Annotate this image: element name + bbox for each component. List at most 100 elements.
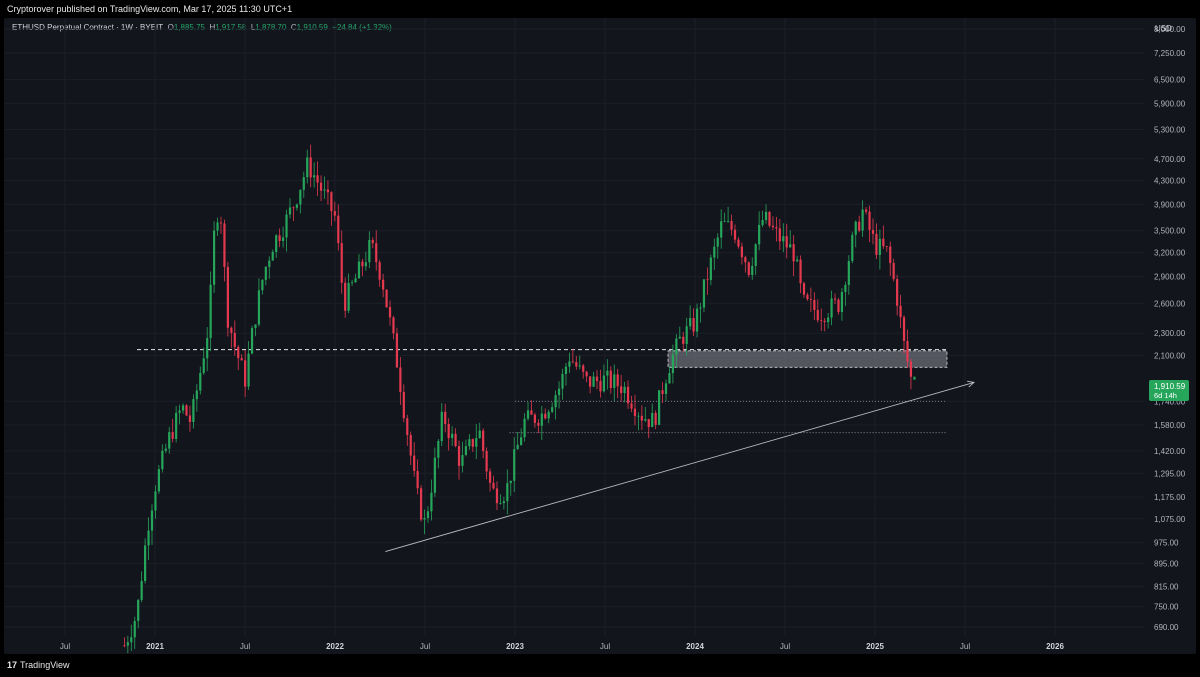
candle-body — [575, 362, 578, 367]
candle-body — [582, 365, 585, 372]
candle-body — [257, 290, 261, 325]
price-tick-label: 1,075.00 — [1154, 515, 1186, 524]
candle-body — [161, 450, 164, 470]
candle-body — [730, 220, 733, 230]
price-tick-label: 895.00 — [1154, 560, 1179, 569]
candle-body — [692, 318, 695, 332]
symbol-legend: ETHUSD Perpetual Contract · 1W · BYBIT O… — [12, 23, 392, 32]
candle-body — [212, 230, 216, 285]
candle-body — [430, 492, 433, 512]
candle-body — [140, 580, 143, 600]
candle-body — [530, 410, 533, 415]
candle-body — [785, 236, 788, 248]
candle-body — [468, 439, 471, 447]
candle-body — [275, 235, 278, 252]
price-tick-label: 4,700.00 — [1154, 155, 1186, 164]
candle-body — [854, 221, 857, 235]
candle-body — [547, 411, 550, 419]
candle-body — [809, 299, 812, 301]
candle-body — [199, 372, 202, 391]
candle-body — [747, 262, 750, 276]
candle-body — [392, 317, 395, 334]
close-value: 1,910.59 — [296, 23, 328, 32]
candle-body — [226, 266, 229, 328]
candle-body — [302, 177, 305, 190]
time-tick-label: 2022 — [326, 642, 344, 651]
currency-label[interactable]: USD — [1155, 24, 1172, 33]
candle-body — [388, 307, 392, 318]
chart-panel[interactable]: ETHUSD Perpetual Contract · 1W · BYBIT O… — [4, 18, 1196, 654]
price-chart[interactable]: 8,000.00 7,250.00 6,500.00 5,900.00 5,300.00… — [4, 18, 1196, 654]
candle-body — [202, 358, 205, 373]
candle-body — [185, 405, 188, 416]
candle-body — [488, 471, 492, 483]
trendline — [385, 381, 975, 552]
candle-body — [440, 411, 443, 442]
time-tick-label: Jul — [600, 642, 610, 651]
candle-body — [261, 279, 264, 291]
candle-body — [464, 446, 468, 455]
candle-body — [775, 227, 778, 229]
candle-body — [844, 284, 847, 292]
candle-body — [502, 501, 505, 504]
candle-body — [154, 491, 157, 511]
price-tick-label: 1,580.00 — [1154, 421, 1186, 430]
candle-body — [454, 433, 457, 447]
candle-body — [792, 244, 795, 262]
candle-body — [764, 211, 768, 221]
candle-body — [630, 403, 633, 409]
candle-body — [147, 530, 150, 546]
candle-body — [544, 413, 547, 419]
candle-body — [375, 243, 378, 263]
candle-body — [520, 437, 523, 445]
candle-body — [271, 251, 274, 261]
price-axis: 8,000.00 7,250.00 6,500.00 5,900.00 5,300.00… — [1154, 25, 1186, 632]
close-label: C — [290, 23, 297, 32]
candle-body — [133, 620, 136, 638]
last-price-tag: 1,910.59 6d 14h — [1149, 380, 1189, 401]
candle-body — [823, 320, 826, 323]
candle-body — [840, 291, 844, 312]
candle-body — [457, 446, 461, 466]
last-price-value: 1,910.59 — [1154, 382, 1186, 391]
candle-body — [733, 229, 737, 240]
candle-body — [364, 262, 367, 267]
candle-body — [554, 395, 557, 408]
candle-body — [402, 392, 405, 419]
candle-body — [568, 361, 571, 367]
candle-body — [671, 354, 675, 374]
time-tick-label: 2026 — [1046, 642, 1064, 651]
tradingview-logo[interactable]: 17 TradingView — [7, 660, 70, 670]
symbol-title[interactable]: ETHUSD Perpetual Contract · 1W · BYBIT — [12, 23, 164, 32]
candle-body — [513, 449, 516, 481]
candle-body — [675, 338, 678, 355]
candle-body — [168, 432, 171, 449]
candle-body — [516, 444, 519, 450]
candle-body — [640, 415, 643, 421]
candle-body — [350, 282, 354, 284]
candle-body — [451, 433, 454, 439]
candle-body — [233, 332, 236, 347]
bar-countdown: 6d 14h — [1154, 391, 1177, 400]
candle-body — [678, 336, 681, 339]
candle-body — [195, 390, 198, 400]
candle-body — [726, 220, 730, 222]
candle-body — [864, 209, 868, 212]
candle-body — [326, 189, 330, 193]
candle-body — [623, 386, 626, 394]
time-tick-label: 2021 — [146, 642, 164, 651]
candle-body — [526, 410, 530, 419]
candle-body — [247, 353, 250, 387]
candle-body — [150, 510, 154, 531]
candle-body — [281, 237, 285, 241]
price-tick-label: 6,500.00 — [1154, 76, 1186, 85]
time-axis: Jul 2021 Jul 2022 Jul 2023 Jul 2024 Jul 2025 Jul 20… — [60, 642, 1065, 651]
time-tick-label: Jul — [960, 642, 970, 651]
price-tick-label: 3,200.00 — [1154, 249, 1186, 258]
candle-body — [689, 318, 692, 327]
candle-body — [306, 157, 309, 178]
candle-body — [599, 381, 602, 392]
time-tick-label: 2023 — [506, 642, 524, 651]
candle-body — [337, 215, 340, 244]
candle-body — [206, 338, 209, 359]
